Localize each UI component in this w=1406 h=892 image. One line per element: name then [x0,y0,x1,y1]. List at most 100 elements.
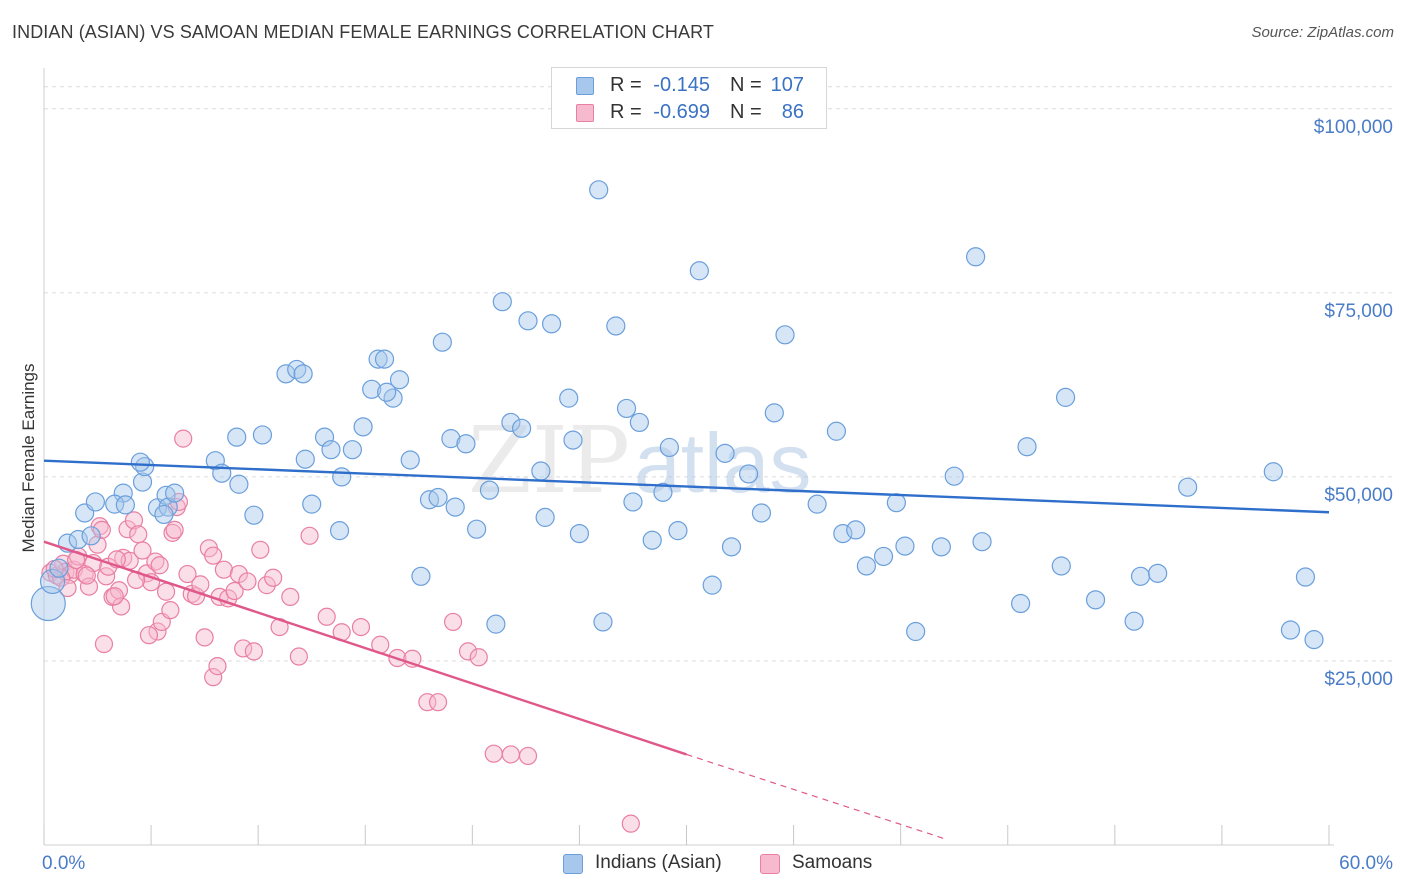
indian-point [39,568,66,595]
indian-point [569,523,590,544]
indian-point [653,482,673,502]
indian-point [389,370,410,390]
indian-point [886,493,906,513]
samoan-point [129,525,148,544]
watermark-atlas: atlas [634,416,811,510]
samoan-point [204,546,223,565]
indian-point [165,483,185,503]
samoan-point [105,587,124,606]
y-tick-label: $25,000 [1324,669,1393,690]
indian-point [276,364,296,384]
indian-point [432,332,452,352]
r-value: -0.145 [653,74,710,96]
samoan-point [58,578,77,598]
legend-label: Samoans [792,852,873,873]
samoan-point [257,576,276,595]
indian-point [1051,556,1071,576]
y-tick-labels: $25,000 $50,000 $75,000 $100,000 [1314,117,1393,690]
indian-point [501,412,521,433]
indian-point [739,464,759,484]
indian-point [944,466,964,486]
stats-row-indians: R = -0.145 N = 107 [552,74,826,100]
indian-point [593,612,613,632]
r-label: R = [610,74,642,96]
indian-point [1085,590,1106,610]
samoan-point [300,526,319,545]
stats-row-samoans: R = -0.699 N = 86 [552,101,826,127]
indian-point [1124,611,1144,631]
indian-point [751,503,772,523]
source-label: Source: ZipAtlas.com [1251,24,1394,41]
samoan-point [264,568,283,587]
indian-point [833,523,853,544]
trend-lines [43,459,1330,839]
indian-point [467,519,487,539]
indian-point [689,261,709,281]
indian-point [518,311,538,331]
y-tick-label: $75,000 [1324,301,1393,322]
samoan-point [234,639,253,658]
axes [43,68,1334,846]
indian-point [115,495,135,515]
indian-point [30,585,66,622]
indian-point [846,520,866,540]
indian-point [535,507,555,527]
indian-point [559,388,579,408]
indian-point [715,443,735,463]
samoan-point [178,564,197,584]
samoan-point [161,601,180,620]
samoan-point [150,556,169,575]
samoan-point [219,589,238,608]
n-label: N = [730,74,762,96]
indian-point [966,247,986,267]
indian-point [314,427,335,447]
indian-point [702,575,722,595]
series-legend: Indians (Asian) Samoans [0,852,1406,878]
indians-points [30,180,1324,650]
indian-point [826,421,847,441]
indian-point [873,546,894,567]
samoans-legend-swatch [760,854,780,874]
indian-point [1263,462,1283,482]
samoan-point [469,648,488,667]
n-label: N = [730,101,762,123]
indian-point [972,532,992,552]
indian-point [563,430,583,450]
samoan-point [244,642,263,661]
samoans-swatch [576,104,594,122]
indian-point [154,504,174,525]
indian-point [368,349,388,369]
indian-point [1010,593,1031,614]
n-value: 107 [770,74,804,96]
indians-swatch [576,77,594,95]
samoans-trend-line [43,540,687,756]
indian-point [1178,477,1198,497]
indian-point [362,379,382,399]
chart-title: INDIAN (ASIAN) VS SAMOAN MEDIAN FEMALE E… [12,22,714,42]
indian-point [321,440,341,460]
indian-point [1148,563,1168,583]
samoans-trend-extension [686,753,944,839]
watermark: ZIP atlas [468,407,812,514]
watermark-zip: ZIP [468,407,630,514]
samoan-point [289,647,308,666]
indian-point [479,480,500,500]
indian-point [342,440,362,460]
r-label: R = [610,101,642,123]
indian-point [295,449,315,469]
indian-point [531,461,551,481]
indian-point [906,621,926,642]
indian-point [441,429,461,449]
samoan-point [186,587,206,606]
indian-point [105,494,125,514]
samoan-point [251,540,270,559]
n-value: 86 [781,101,804,123]
indians-legend-swatch [563,854,583,874]
indian-point [400,450,420,470]
indian-point [252,425,273,445]
indians-trend-line [43,459,1330,514]
samoan-point [418,693,437,712]
indian-point [1304,630,1324,650]
indian-point [659,437,679,458]
indian-point [492,292,512,312]
